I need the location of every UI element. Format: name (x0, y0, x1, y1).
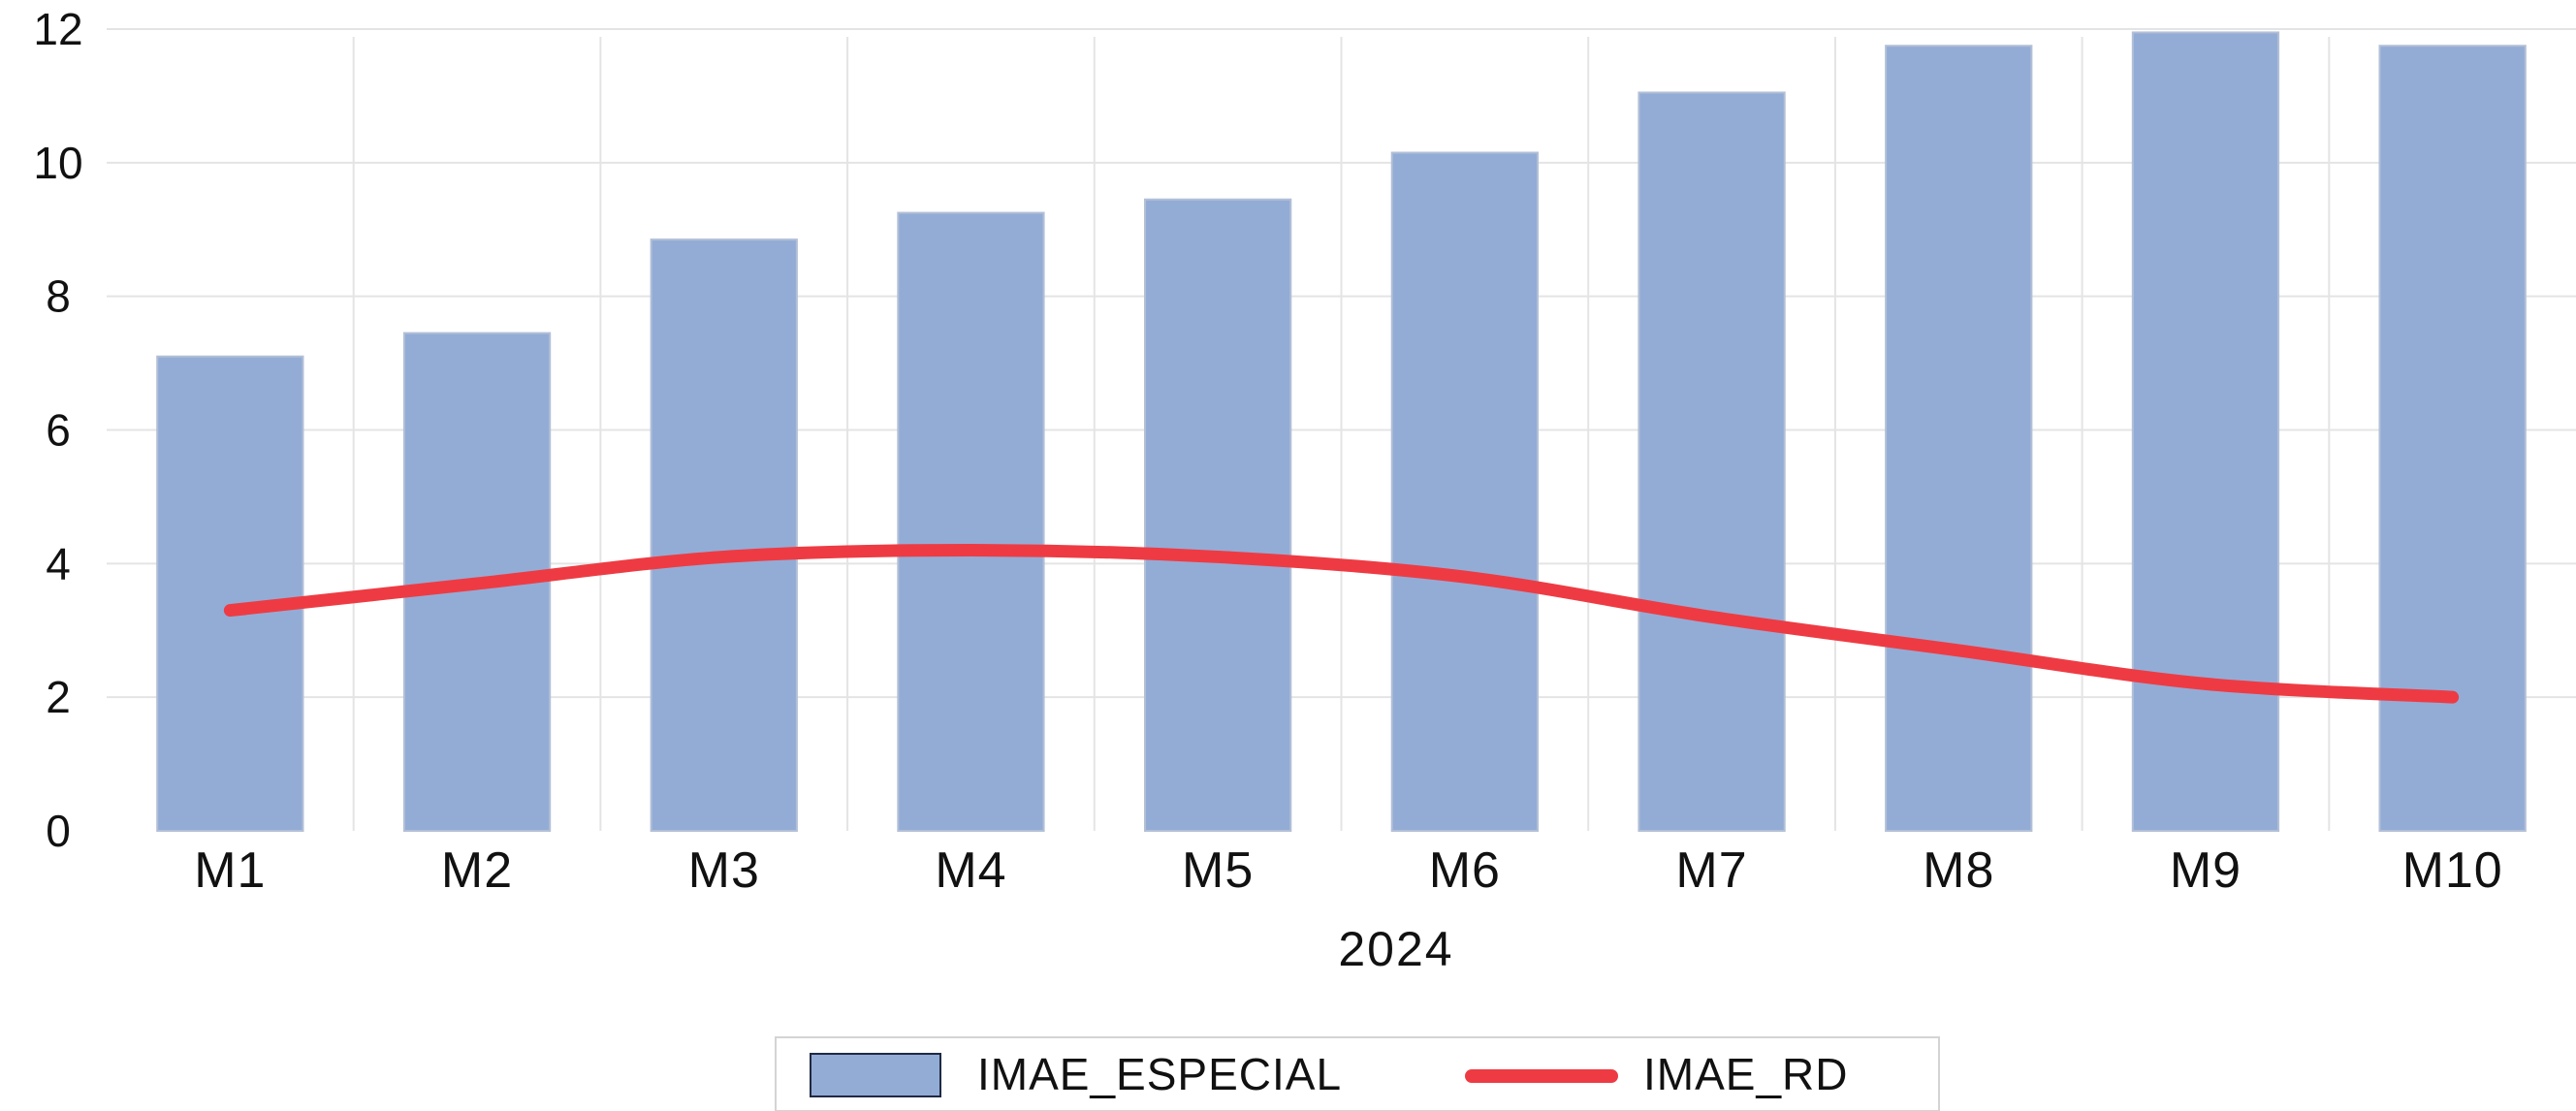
x-tick-label: M1 (194, 842, 266, 899)
legend: IMAE_ESPECIAL IMAE_RD (775, 1036, 1940, 1111)
y-tick-label: 10 (33, 138, 82, 188)
x-tick-label: M7 (1675, 842, 1747, 899)
x-tick-label: M10 (2402, 842, 2503, 899)
y-tick-label: 12 (33, 4, 82, 54)
bar-m6 (1390, 151, 1539, 832)
y-tick-label: 6 (46, 405, 71, 456)
x-tick-label: M8 (1923, 842, 1994, 899)
bar-m8 (1885, 45, 2033, 832)
x-axis-ticks: M1 M2 M3 M4 M5 M6 M7 M8 M9 M10 (194, 842, 2503, 899)
bar-m4 (897, 211, 1045, 833)
legend-frame (775, 1036, 1940, 1111)
x-tick-label: M6 (1429, 842, 1501, 899)
bars-imae-especial (156, 31, 2527, 833)
legend-label-imae-rd: IMAE_RD (1643, 1049, 1848, 1099)
bar-m5 (1144, 198, 1292, 833)
series-line-imae-rd (223, 544, 2460, 704)
legend-swatch-imae-especial (810, 1053, 941, 1097)
line-imae-rd (223, 544, 2460, 704)
bar-m9 (2131, 31, 2280, 832)
y-tick-label: 4 (46, 538, 71, 588)
y-tick-label: 2 (46, 672, 71, 722)
legend-label-imae-especial: IMAE_ESPECIAL (977, 1049, 1342, 1099)
x-tick-label: M2 (441, 842, 513, 899)
bar-m1 (156, 355, 304, 832)
x-tick-label: M4 (935, 842, 1006, 899)
y-tick-label: 8 (46, 271, 71, 322)
bar-m3 (650, 238, 798, 832)
bar-m7 (1638, 91, 1786, 833)
x-axis-title: 2024 (1338, 922, 1453, 976)
x-tick-label: M5 (1182, 842, 1254, 899)
y-axis-ticks: 0 2 4 6 8 10 12 (33, 4, 82, 856)
x-tick-label: M3 (688, 842, 760, 899)
bar-m10 (2378, 45, 2527, 832)
y-tick-label: 0 (46, 806, 71, 856)
x-tick-label: M9 (2170, 842, 2242, 899)
